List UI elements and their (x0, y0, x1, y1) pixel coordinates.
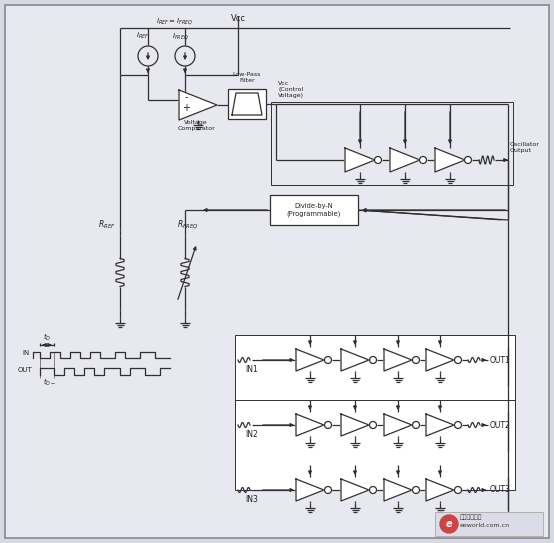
Polygon shape (341, 349, 369, 371)
Text: Vcc
(Control
Voltage): Vcc (Control Voltage) (278, 81, 304, 98)
Circle shape (454, 487, 461, 494)
Text: -: - (184, 92, 188, 102)
Text: $R_{REF}$: $R_{REF}$ (98, 218, 116, 230)
Text: IN3: IN3 (245, 495, 258, 504)
Polygon shape (435, 148, 465, 172)
Circle shape (325, 357, 331, 363)
Text: OUT: OUT (18, 367, 33, 373)
Circle shape (454, 357, 461, 363)
Text: IN: IN (22, 350, 29, 356)
Text: $R_{FREQ}$: $R_{FREQ}$ (177, 218, 198, 231)
Text: Low-Pass
Filter: Low-Pass Filter (233, 72, 261, 83)
Circle shape (370, 357, 377, 363)
Bar (228, 89, 266, 119)
Bar (235, 335, 515, 425)
Circle shape (375, 156, 382, 163)
Circle shape (325, 487, 331, 494)
Bar (235, 400, 515, 490)
Bar (271, 102, 513, 185)
Text: 电子工程世界: 电子工程世界 (460, 514, 483, 520)
Text: Oscillator
Output: Oscillator Output (510, 142, 540, 153)
Polygon shape (384, 479, 412, 501)
Polygon shape (426, 414, 454, 436)
Polygon shape (296, 479, 324, 501)
Text: IN2: IN2 (245, 430, 258, 439)
Polygon shape (341, 479, 369, 501)
Text: $I_{REF}=I_{FREQ}$: $I_{REF}=I_{FREQ}$ (156, 16, 193, 27)
Text: IN1: IN1 (245, 365, 258, 374)
Circle shape (370, 487, 377, 494)
Polygon shape (232, 93, 262, 115)
Circle shape (413, 487, 419, 494)
Polygon shape (384, 414, 412, 436)
Text: $t_D$: $t_D$ (43, 332, 51, 343)
Polygon shape (426, 479, 454, 501)
Text: e: e (445, 519, 452, 529)
Polygon shape (390, 148, 420, 172)
Circle shape (440, 515, 458, 533)
Text: $I_{REF}$: $I_{REF}$ (136, 31, 150, 41)
Text: OUT2: OUT2 (490, 420, 511, 430)
Text: Divide-by-N
(Programmable): Divide-by-N (Programmable) (287, 203, 341, 217)
Circle shape (413, 421, 419, 428)
Circle shape (370, 421, 377, 428)
Text: $I_{FREQ}$: $I_{FREQ}$ (172, 31, 189, 42)
Circle shape (464, 156, 471, 163)
Text: +: + (182, 103, 190, 113)
Text: $t_{D-}$: $t_{D-}$ (44, 377, 57, 388)
Circle shape (454, 421, 461, 428)
Polygon shape (426, 349, 454, 371)
Circle shape (325, 421, 331, 428)
Circle shape (413, 357, 419, 363)
Polygon shape (179, 90, 217, 120)
Circle shape (419, 156, 427, 163)
Polygon shape (345, 148, 375, 172)
Polygon shape (384, 349, 412, 371)
Polygon shape (296, 414, 324, 436)
Text: eeworld.com.cn: eeworld.com.cn (460, 523, 510, 528)
Bar (270, 195, 358, 225)
Text: Voltage
Comparator: Voltage Comparator (177, 120, 215, 131)
Text: Vcc: Vcc (230, 14, 245, 23)
Text: OUT3: OUT3 (490, 485, 511, 495)
Bar (435, 512, 543, 536)
Polygon shape (296, 349, 324, 371)
Polygon shape (341, 414, 369, 436)
Text: OUT1: OUT1 (490, 356, 511, 364)
